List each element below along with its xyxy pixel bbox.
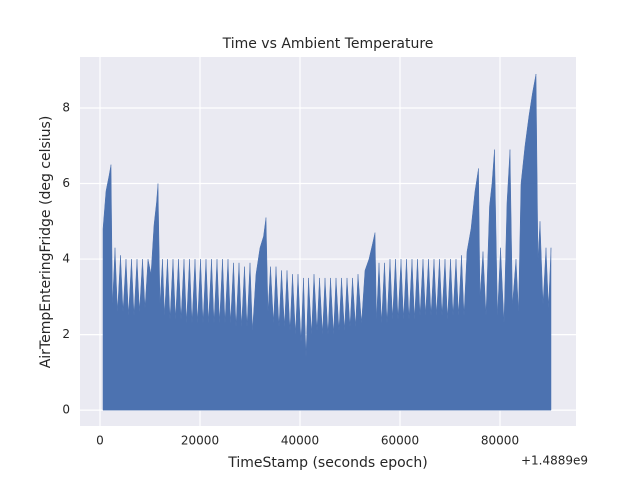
area [102, 73, 552, 411]
y-tick-label: 2 [62, 327, 70, 341]
y-tick-label: 4 [62, 252, 70, 266]
x-tick-label: 40000 [281, 434, 319, 448]
y-tick-label: 8 [62, 100, 70, 114]
x-tick-label: 80000 [481, 434, 519, 448]
x-tick-label: 60000 [381, 434, 419, 448]
y-tick-label: 6 [62, 176, 70, 190]
y-axis-label: AirTempEnteringFridge (deg celsius) [38, 116, 54, 369]
x-tick-label: 0 [96, 434, 104, 448]
chart-title: Time vs Ambient Temperature [222, 36, 434, 52]
x-offset-label: +1.4889e9 [521, 454, 588, 468]
x-tick-label: 20000 [181, 434, 219, 448]
x-axis-label: TimeStamp (seconds epoch) [227, 455, 427, 471]
y-tick-label: 0 [62, 403, 70, 417]
